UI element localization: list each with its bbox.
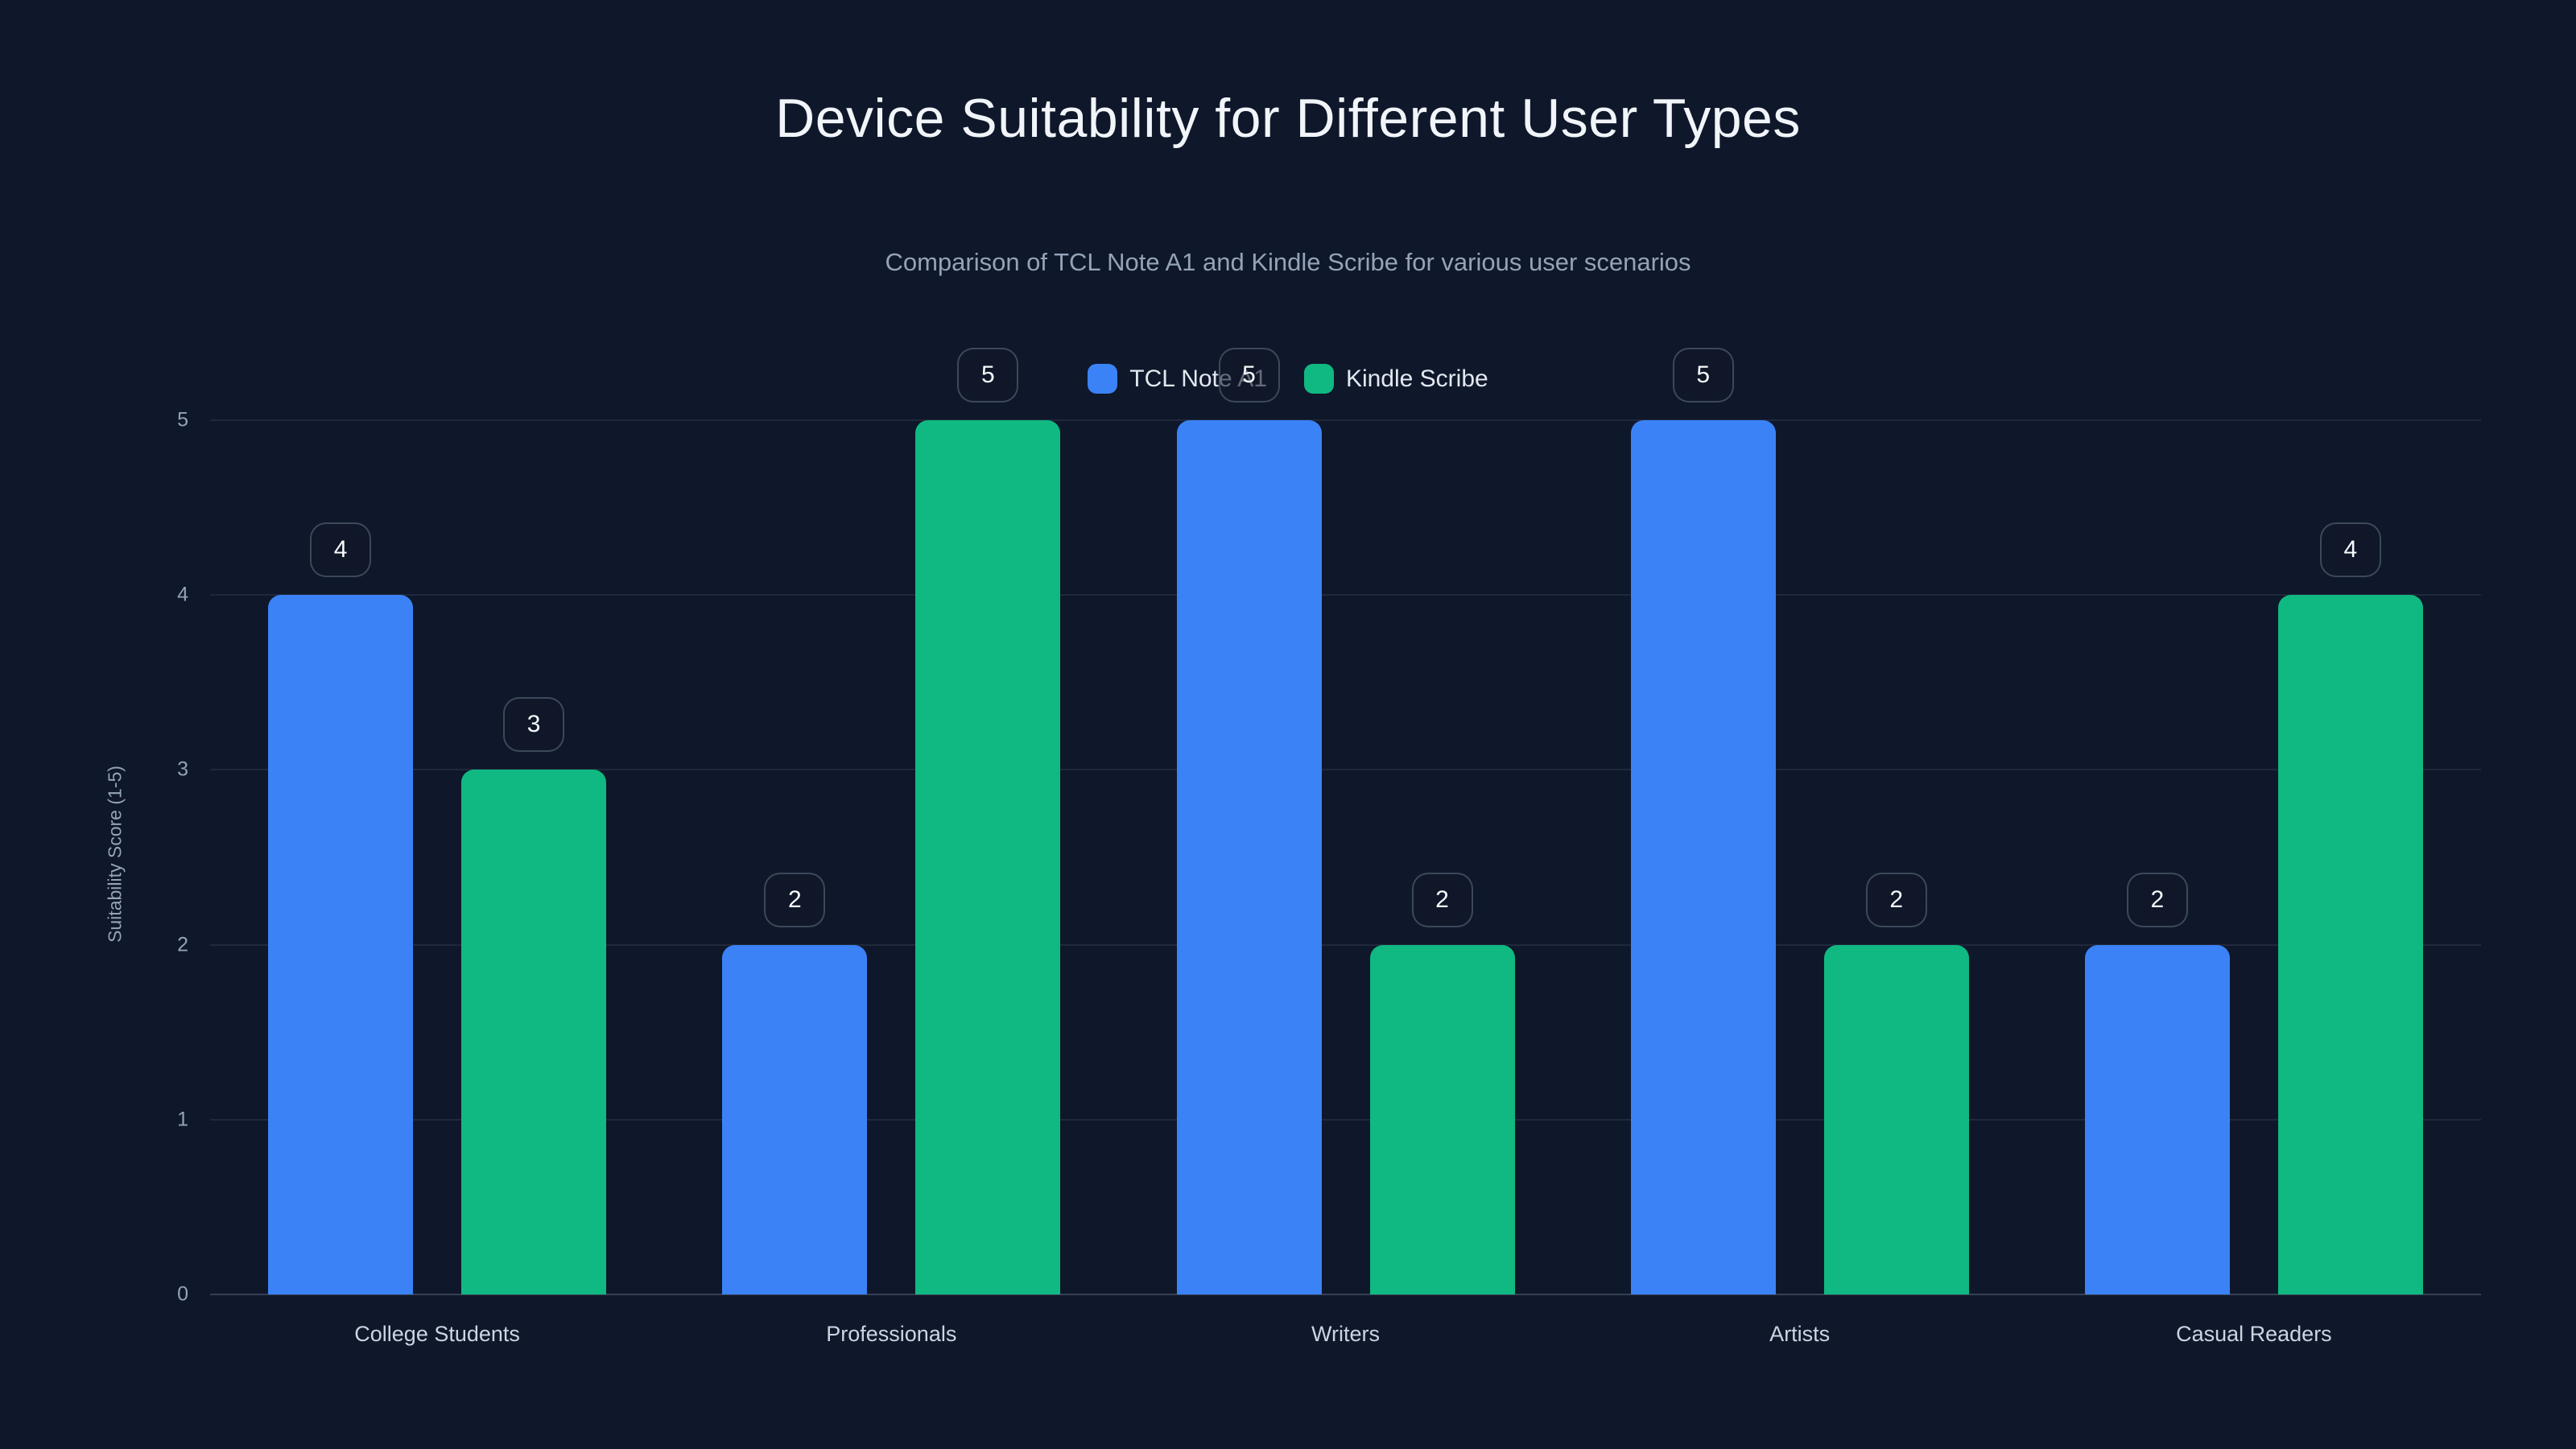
x-axis-baseline — [210, 1294, 2481, 1295]
plot-area: 4 3 College Students 2 5 Professionals 5 2 Write… — [210, 348, 2481, 1346]
value-label-kindle-scribe-college-students: 3 — [503, 697, 565, 753]
bar-kindle-scribe-casual-readers[interactable] — [2277, 595, 2423, 1294]
bar-tcl-note-a1-professionals[interactable] — [722, 944, 868, 1294]
value-label-kindle-scribe-professionals: 5 — [957, 348, 1019, 402]
value-label-tcl-note-a1-casual-readers: 2 — [2126, 872, 2188, 927]
y-tick-label-0: 0 — [177, 1282, 188, 1306]
bar-tcl-note-a1-casual-readers[interactable] — [2084, 944, 2230, 1294]
value-label-tcl-note-a1-college-students: 4 — [310, 522, 372, 578]
y-tick-label-3: 3 — [177, 758, 188, 781]
bar-kindle-scribe-artists[interactable] — [1823, 944, 1969, 1294]
bar-tcl-note-a1-writers[interactable] — [1176, 420, 1322, 1294]
bar-tcl-note-a1-artists[interactable] — [1630, 420, 1776, 1294]
gridline-y-1 — [210, 1118, 2481, 1121]
y-axis-ticks: 0 1 2 3 4 5 — [0, 409, 188, 1306]
value-label-tcl-note-a1-artists: 5 — [1672, 348, 1734, 402]
legend-swatch-tcl-note-a1 — [1088, 364, 1118, 394]
value-label-kindle-scribe-casual-readers: 4 — [2319, 522, 2381, 578]
bar-kindle-scribe-professionals[interactable] — [915, 420, 1061, 1294]
value-label-tcl-note-a1-writers: 5 — [1218, 348, 1280, 402]
gridline-y-4 — [210, 594, 2481, 597]
value-label-kindle-scribe-artists: 2 — [1865, 872, 1927, 927]
gridline-y-2 — [210, 943, 2481, 946]
x-category-label-casual-readers: Casual Readers — [2176, 1322, 2332, 1346]
y-tick-label-2: 2 — [177, 933, 188, 956]
legend: TCL Note A1 Kindle Scribe — [0, 364, 2576, 394]
x-category-label-professionals: Professionals — [826, 1322, 957, 1346]
value-label-kindle-scribe-writers: 2 — [1411, 872, 1473, 927]
y-tick-label-5: 5 — [177, 408, 188, 431]
y-tick-label-1: 1 — [177, 1108, 188, 1131]
chart-title: Device Suitability for Different User Ty… — [775, 88, 1801, 149]
gridline-y-3 — [210, 769, 2481, 771]
y-tick-label-4: 4 — [177, 583, 188, 606]
gridline-y-5 — [210, 419, 2481, 421]
value-label-tcl-note-a1-professionals: 2 — [764, 872, 826, 927]
bar-tcl-note-a1-college-students[interactable] — [268, 595, 414, 1294]
bar-kindle-scribe-writers[interactable] — [1369, 944, 1515, 1294]
x-category-label-artists: Artists — [1769, 1322, 1831, 1346]
x-category-label-college-students: College Students — [354, 1322, 520, 1346]
legend-swatch-kindle-scribe — [1303, 364, 1334, 394]
bar-kindle-scribe-college-students[interactable] — [461, 770, 607, 1294]
legend-item-kindle-scribe[interactable]: Kindle Scribe — [1303, 364, 1488, 394]
x-category-label-writers: Writers — [1311, 1322, 1380, 1346]
legend-label: Kindle Scribe — [1345, 365, 1488, 392]
chart-subtitle: Comparison of TCL Note A1 and Kindle Scr… — [885, 248, 1691, 276]
